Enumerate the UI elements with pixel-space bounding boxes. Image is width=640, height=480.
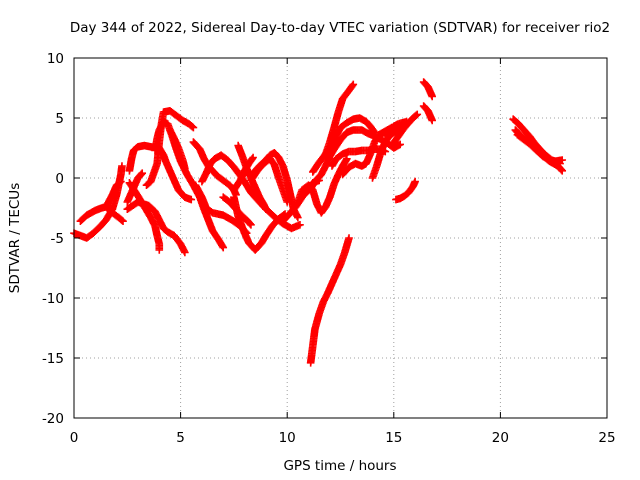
x-tick-label: 0 <box>70 430 79 446</box>
data-point <box>138 169 147 177</box>
series-arc-28 <box>387 110 422 150</box>
chart-title: Day 344 of 2022, Sidereal Day-to-day VTE… <box>70 20 610 36</box>
y-axis-label: SDTVAR / TECUs <box>7 183 23 293</box>
y-tick-label: 5 <box>55 111 64 127</box>
data-point <box>116 178 124 187</box>
data-point <box>411 177 419 186</box>
series-arc-12 <box>189 138 240 199</box>
axis-ticks: 0 5 10 15 20 25 -20 -15 -10 -5 0 5 10 <box>42 51 616 446</box>
series-arc-3 <box>102 177 125 211</box>
y-tick-label: -15 <box>42 351 64 367</box>
x-tick-label: 10 <box>279 430 296 446</box>
data-point <box>188 122 197 131</box>
data-point <box>396 140 404 149</box>
data-point <box>294 213 302 222</box>
x-tick-label: 25 <box>598 430 615 446</box>
data-point <box>557 166 566 174</box>
data-point <box>428 92 436 101</box>
series-arc-24 <box>321 80 358 158</box>
series-arc-7 <box>123 169 147 206</box>
series-arc-2 <box>76 203 127 225</box>
data-point <box>412 111 420 120</box>
data-point <box>428 116 436 125</box>
series-arc-27 <box>368 126 402 182</box>
data-point <box>118 162 126 170</box>
data-point <box>402 117 411 126</box>
series-arc-33 <box>306 234 353 367</box>
data-point <box>219 243 228 252</box>
y-tick-label: -10 <box>42 291 64 307</box>
y-tick-label: -5 <box>51 231 64 247</box>
grid <box>74 58 607 418</box>
series-arc-17 <box>230 193 289 254</box>
data-point <box>343 155 351 163</box>
data-point <box>189 123 198 132</box>
series-arc-31 <box>419 78 436 101</box>
series-arc-32 <box>419 102 436 125</box>
data-point <box>345 234 353 242</box>
data-points <box>70 78 567 367</box>
data-point <box>181 164 189 173</box>
data-point <box>558 156 567 164</box>
y-tick-label: 0 <box>55 171 64 187</box>
data-point <box>413 110 422 119</box>
series-arc-10 <box>166 126 189 173</box>
data-point <box>558 167 567 175</box>
data-point <box>137 170 146 178</box>
y-tick-label: 10 <box>47 51 64 67</box>
data-point <box>370 128 379 137</box>
data-point <box>349 80 358 89</box>
plot-frame <box>73 57 608 419</box>
series-arc-30 <box>392 177 419 204</box>
data-point <box>117 177 125 186</box>
y-tick-label: -20 <box>42 411 64 427</box>
data-point <box>249 153 257 162</box>
data-point <box>262 205 270 213</box>
series-arc-36 <box>513 131 567 165</box>
x-axis-label: GPS time / hours <box>283 458 396 474</box>
series-arc-29 <box>381 117 411 140</box>
series-arc-19 <box>247 155 291 206</box>
data-point <box>283 198 291 206</box>
x-tick-label: 5 <box>176 430 185 446</box>
data-point <box>296 221 304 229</box>
x-tick-label: 20 <box>492 430 509 446</box>
data-point <box>246 220 254 228</box>
data-point <box>181 248 189 257</box>
data-point <box>155 246 164 254</box>
data-point <box>119 217 127 225</box>
data-point <box>187 195 196 204</box>
data-point <box>118 216 126 225</box>
data-point <box>247 221 255 229</box>
x-tick-label: 15 <box>385 430 402 446</box>
